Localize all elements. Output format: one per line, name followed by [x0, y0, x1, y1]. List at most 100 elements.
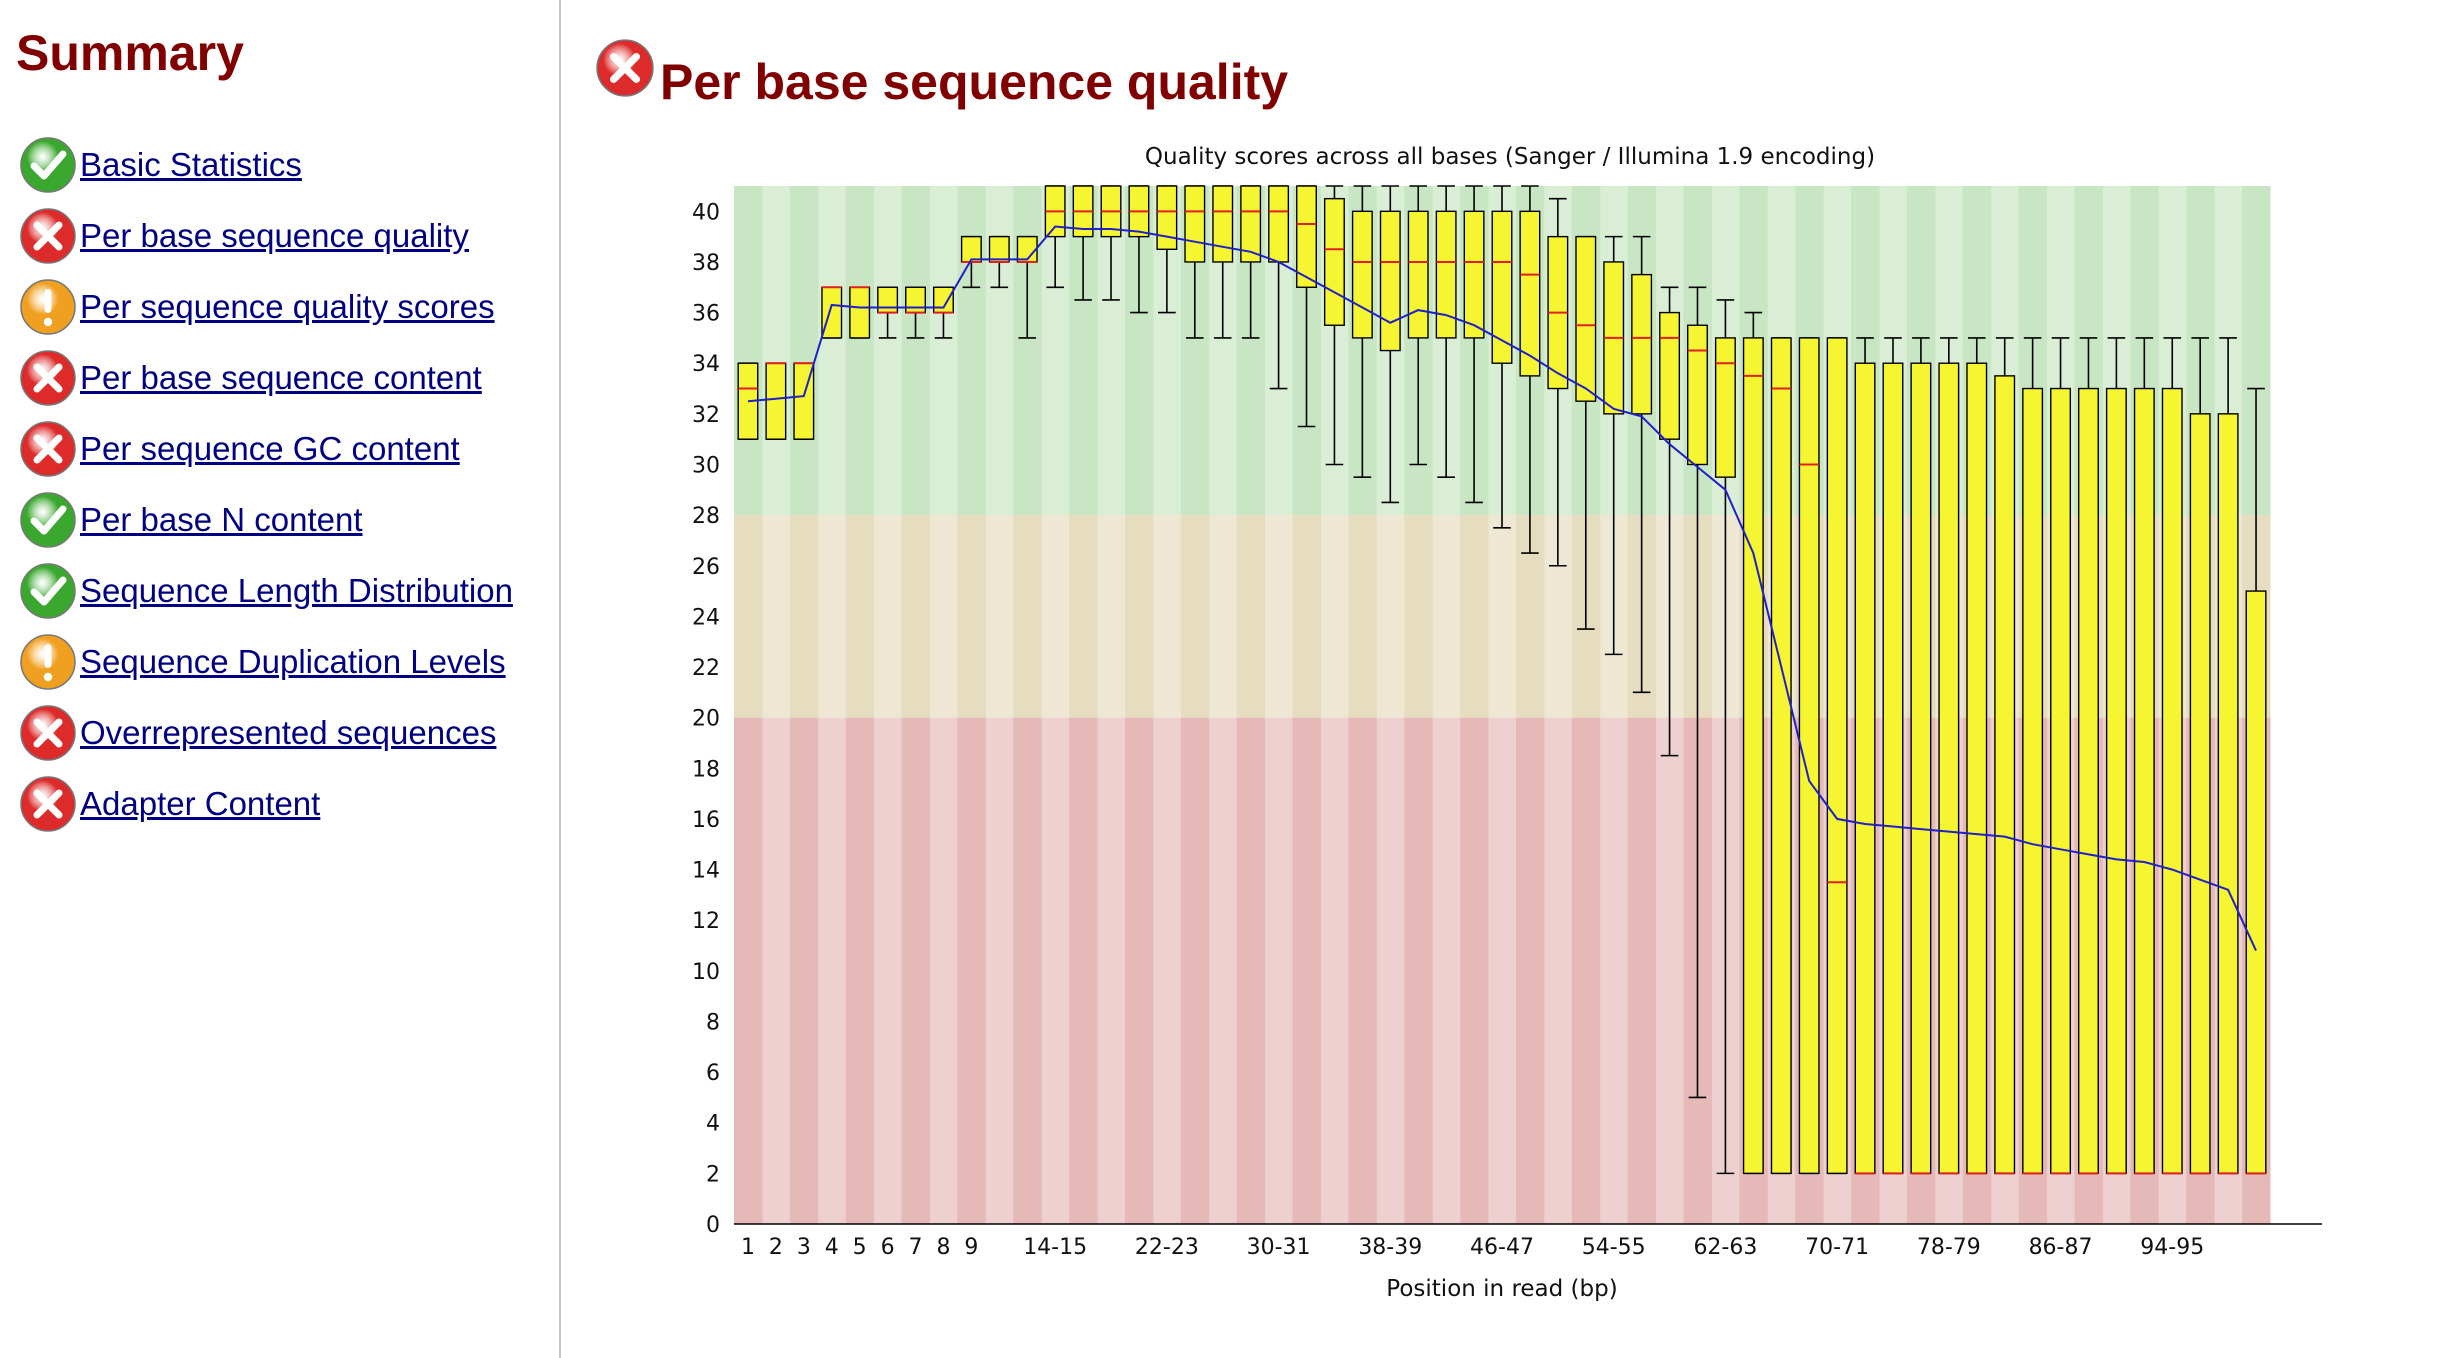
box-100-101 — [2245, 387, 2267, 1175]
module-item[interactable]: Per sequence GC content — [18, 418, 460, 480]
x-tick-label: 46-47 — [1470, 1235, 1534, 1260]
quality-zone-good — [985, 186, 1014, 516]
box-12-13 — [1016, 235, 1038, 339]
y-tick-label: 0 — [706, 1213, 720, 1238]
quality-zone-poor — [1180, 717, 1210, 1224]
quality-zone-good — [957, 186, 986, 516]
module-link[interactable]: Per sequence GC content — [80, 430, 460, 467]
x-tick-label: 62-63 — [1693, 1235, 1757, 1260]
quality-zone-good — [901, 186, 930, 516]
module-link[interactable]: Adapter Content — [80, 785, 321, 822]
module-item[interactable]: Overrepresented sequences — [18, 702, 496, 764]
quality-zone-reasonable — [789, 515, 819, 718]
box-82-83 — [1994, 337, 2016, 1175]
quality-zone-reasonable — [929, 515, 958, 718]
summary-title: Summary — [16, 25, 244, 81]
y-tick-label: 40 — [692, 200, 720, 225]
quality-zone-poor — [1069, 717, 1098, 1224]
module-item[interactable]: Basic Statistics — [18, 134, 302, 196]
cross-circle-icon — [18, 703, 78, 763]
module-link[interactable]: Per base N content — [80, 501, 363, 538]
x-tick-label: 7 — [909, 1235, 923, 1260]
y-tick-label: 34 — [692, 352, 720, 377]
module-item[interactable]: Adapter Content — [18, 773, 320, 835]
box-96-97 — [2189, 337, 2211, 1175]
quality-zone-reasonable — [1376, 515, 1405, 718]
quality-zone-reasonable — [1180, 515, 1210, 718]
y-tick-label: 24 — [692, 605, 720, 630]
module-item[interactable]: Per base N content — [18, 489, 363, 551]
y-tick-label: 36 — [692, 302, 720, 327]
module-item[interactable]: Sequence Duplication Levels — [18, 631, 506, 693]
exclamation-circle-icon — [18, 277, 78, 337]
quality-zone-poor — [1571, 717, 1601, 1224]
quality-zone-poor — [1320, 717, 1349, 1224]
box-74-75 — [1882, 337, 1904, 1175]
cross-circle-icon — [18, 348, 78, 408]
module-item[interactable]: Per base sequence quality — [18, 205, 469, 267]
x-tick-label: 54-55 — [1582, 1235, 1646, 1260]
box-4 — [821, 286, 843, 339]
box-2 — [765, 362, 787, 440]
cross-circle-icon — [18, 419, 78, 479]
cross-circle-icon — [18, 206, 78, 266]
box-34-35 — [1323, 185, 1345, 466]
x-tick-label: 8 — [936, 1235, 950, 1260]
quality-zone-good — [789, 186, 819, 516]
quality-zone-reasonable — [817, 515, 847, 718]
module-link[interactable]: Overrepresented sequences — [80, 714, 497, 751]
check-circle-icon — [18, 490, 78, 550]
quality-zone-reasonable — [1488, 515, 1517, 718]
module-link[interactable]: Basic Statistics — [80, 146, 302, 183]
y-tick-label: 4 — [706, 1112, 720, 1137]
quality-zone-poor — [929, 717, 958, 1224]
mean-quality-line — [747, 225, 2257, 952]
module-link[interactable]: Sequence Length Distribution — [80, 572, 513, 609]
module-item[interactable]: Per base sequence content — [18, 347, 482, 409]
quality-zone-reasonable — [1041, 515, 1070, 718]
module-link[interactable]: Per sequence quality scores — [80, 288, 495, 325]
box-94-95 — [2161, 337, 2183, 1175]
box-9 — [960, 235, 982, 289]
module-link[interactable]: Sequence Duplication Levels — [80, 643, 506, 680]
quality-zone-good — [761, 186, 791, 516]
quality-zone-poor — [985, 717, 1014, 1224]
x-tick-label: 22-23 — [1135, 1235, 1199, 1260]
module-item[interactable]: Sequence Length Distribution — [18, 560, 513, 622]
box-20-21 — [1128, 185, 1150, 314]
quality-zone-poor — [817, 717, 847, 1224]
module-link[interactable]: Per base sequence content — [80, 359, 482, 396]
x-tick-label: 94-95 — [2140, 1235, 2204, 1260]
main-panel: Per base sequence quality 0 2 4 6 8 10 12 14 16 1… — [562, 0, 2452, 1358]
box-68-69 — [1798, 337, 1820, 1175]
quality-zone-reasonable — [1208, 515, 1238, 718]
quality-zone-poor — [957, 717, 986, 1224]
y-tick-label: 20 — [692, 707, 720, 732]
quality-zone-poor — [1404, 717, 1433, 1224]
quality-zone-reasonable — [1460, 515, 1489, 718]
box-54-55 — [1603, 235, 1625, 656]
cross-circle-icon — [18, 774, 78, 834]
quality-zone-poor — [1041, 717, 1070, 1224]
y-tick-label: 2 — [706, 1162, 720, 1187]
box-46-47 — [1491, 185, 1513, 529]
box-44-45 — [1463, 185, 1485, 504]
box-72-73 — [1854, 337, 1876, 1175]
quality-zone-reasonable — [901, 515, 930, 718]
box-92-93 — [2133, 337, 2155, 1175]
box-86-87 — [2050, 337, 2072, 1175]
quality-zone-poor — [789, 717, 819, 1224]
x-tick-label: 3 — [797, 1235, 811, 1260]
quality-zone-reasonable — [1124, 515, 1154, 718]
module-link[interactable]: Per base sequence quality — [80, 217, 469, 254]
box-70-71 — [1826, 337, 1848, 1175]
box-42-43 — [1435, 185, 1457, 478]
quality-zone-reasonable — [957, 515, 986, 718]
quality-zone-reasonable — [1097, 515, 1126, 718]
y-tick-label: 22 — [692, 656, 720, 681]
module-item[interactable]: Per sequence quality scores — [18, 276, 495, 338]
quality-zone-reasonable — [1236, 515, 1266, 718]
box-90-91 — [2105, 337, 2127, 1175]
quality-zone-good — [817, 186, 847, 516]
